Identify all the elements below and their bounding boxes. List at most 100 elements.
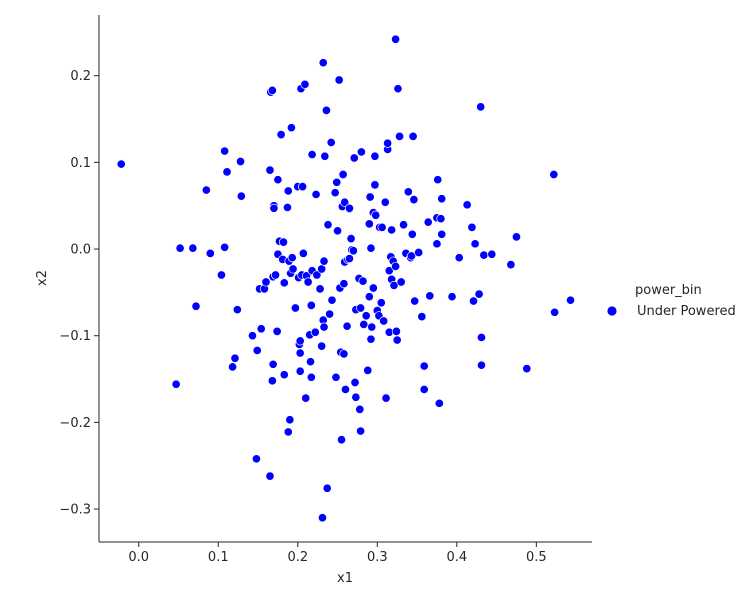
data-point (282, 202, 292, 212)
data-point (377, 222, 387, 232)
plot-area (116, 34, 576, 523)
data-point (285, 415, 295, 425)
data-point (479, 250, 489, 260)
data-point (230, 353, 240, 363)
data-point (410, 296, 420, 306)
data-point (409, 195, 419, 205)
data-point (447, 292, 457, 302)
data-point (279, 278, 289, 288)
data-point (395, 131, 405, 141)
data-point (403, 187, 413, 197)
x-tick-label: 0.0 (128, 550, 149, 565)
data-point (300, 79, 310, 89)
data-point (272, 326, 282, 336)
data-point (339, 279, 349, 289)
data-point (320, 151, 330, 161)
data-point (171, 379, 181, 389)
y-axis-label: x2 (35, 270, 50, 286)
data-point (565, 295, 576, 305)
data-point (408, 131, 418, 141)
data-point (327, 295, 337, 305)
data-point (392, 335, 402, 345)
data-point (425, 291, 435, 301)
x-ticks: 0.0 0.1 0.2 0.3 0.4 0.5 (128, 542, 547, 565)
data-point (312, 270, 322, 280)
data-point (323, 220, 333, 230)
data-point (356, 426, 366, 436)
data-point (349, 153, 359, 163)
data-point (232, 305, 242, 315)
data-point (322, 483, 332, 493)
data-point (321, 105, 331, 115)
data-point (351, 392, 361, 402)
data-point (295, 366, 305, 376)
data-point (407, 229, 417, 239)
legend-title: power_bin (635, 283, 702, 298)
data-point (278, 237, 289, 247)
data-point (265, 165, 275, 175)
data-point (437, 194, 447, 204)
legend-marker (606, 305, 618, 317)
data-point (251, 454, 261, 464)
data-point (283, 186, 293, 196)
data-point (268, 359, 278, 369)
x-tick-label: 0.5 (526, 550, 547, 565)
data-point (365, 192, 375, 202)
data-point (434, 398, 444, 408)
data-point (267, 376, 277, 386)
data-point (344, 203, 355, 213)
data-point (191, 301, 201, 311)
data-point (340, 197, 350, 207)
data-point (350, 377, 360, 388)
data-point (398, 220, 409, 230)
data-point (330, 188, 340, 198)
data-point (273, 175, 283, 185)
data-point (315, 284, 325, 294)
data-point (487, 249, 497, 259)
data-point (265, 471, 275, 481)
data-point (116, 159, 126, 169)
data-point (476, 360, 487, 370)
legend: power_bin Under Powered (606, 283, 736, 319)
data-point (396, 277, 406, 287)
data-point (454, 253, 464, 263)
data-point (470, 239, 480, 249)
x-axis-label: x1 (337, 571, 353, 586)
data-point (419, 384, 429, 394)
data-point (433, 175, 443, 185)
data-point (476, 102, 486, 112)
data-point (332, 177, 342, 187)
x-tick-label: 0.3 (367, 550, 388, 565)
data-point (389, 280, 399, 290)
data-point (474, 289, 484, 299)
data-point (381, 393, 391, 403)
data-point (467, 222, 477, 232)
data-point (436, 214, 446, 224)
y-tick-label: −0.3 (59, 503, 91, 518)
y-tick-label: −0.1 (59, 329, 91, 344)
data-point (383, 138, 393, 148)
data-point (332, 226, 343, 236)
data-point (201, 185, 211, 195)
data-point (325, 309, 335, 319)
data-point (355, 404, 365, 414)
data-point (326, 137, 336, 147)
data-point (236, 191, 246, 201)
data-point (298, 248, 308, 258)
data-point (252, 345, 262, 355)
legend-entry-under-powered: Under Powered (637, 304, 736, 319)
data-point (346, 234, 356, 244)
data-point (220, 242, 230, 252)
data-point (303, 277, 313, 287)
data-point (356, 303, 366, 313)
data-point (356, 147, 366, 157)
data-point (363, 365, 373, 375)
data-point (419, 361, 429, 371)
data-point (391, 261, 401, 271)
data-point (393, 84, 403, 94)
x-tick-label: 0.4 (446, 550, 467, 565)
data-point (205, 248, 215, 258)
data-point (319, 256, 329, 266)
data-point (550, 307, 560, 317)
data-point (506, 260, 516, 270)
